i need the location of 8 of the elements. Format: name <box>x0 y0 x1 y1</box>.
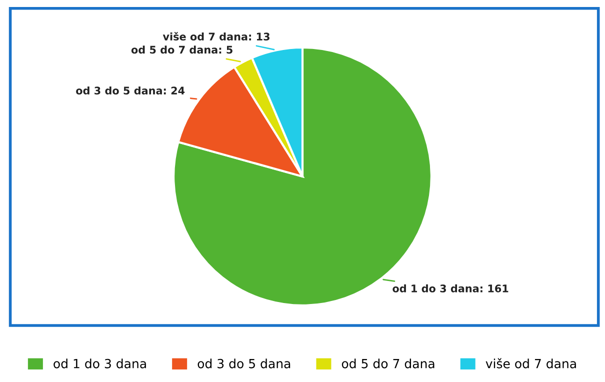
data-label: od 5 do 7 dana: 5 <box>131 46 232 54</box>
data-label: od 1 do 3 dana: 161 <box>392 284 508 292</box>
legend-label: od 5 do 7 dana <box>342 358 434 368</box>
data-label: od 3 do 5 dana: 24 <box>76 86 185 95</box>
legend-label: više od 7 dana <box>486 358 576 368</box>
legend-label: od 1 do 3 dana <box>54 358 146 368</box>
data-label: više od 7 dana: 13 <box>162 32 270 41</box>
legend-label: od 3 do 5 dana <box>198 358 290 368</box>
